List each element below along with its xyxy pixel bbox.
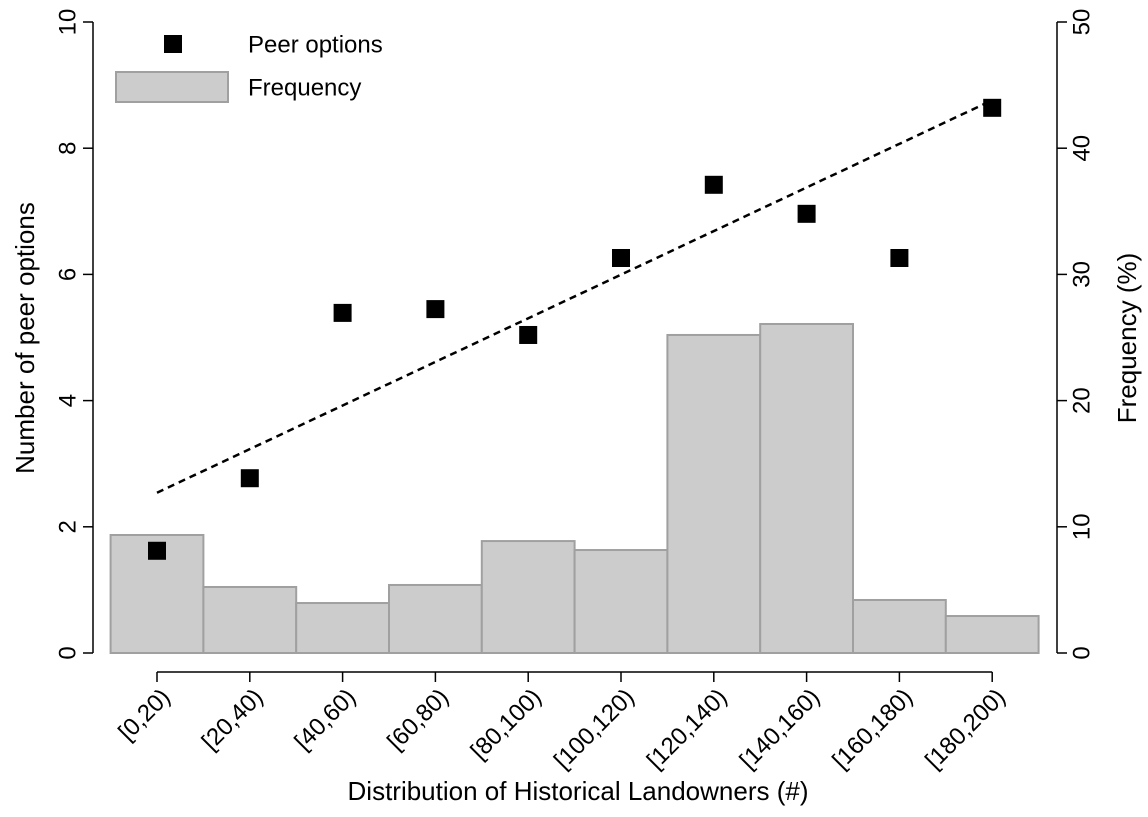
y-tick-label: 2: [54, 520, 81, 533]
point: [612, 248, 630, 267]
y-tick-label: 10: [54, 9, 81, 36]
y2-axis-title: Frequency (%): [1112, 253, 1142, 424]
bar: [480, 540, 576, 655]
legend-label: Frequency: [248, 74, 361, 101]
y2-tick-label: 10: [1068, 513, 1095, 540]
y2-tick-label: 30: [1068, 261, 1095, 288]
x-tick-label: [80,100): [466, 684, 547, 765]
y2-tick-label: 0: [1068, 646, 1095, 659]
y2-tick-label: 50: [1068, 9, 1095, 36]
point: [704, 175, 723, 194]
x-tick-label: [20,40): [197, 684, 269, 756]
x-tick-label: [180,200): [920, 684, 1011, 775]
y-axis-title: Number of peer options: [10, 202, 40, 474]
bar: [666, 333, 762, 654]
y2-tick-label: 40: [1068, 135, 1095, 162]
point: [333, 303, 352, 322]
x-tick-label: [40,60): [289, 684, 361, 756]
bar: [388, 583, 483, 655]
bar: [852, 598, 947, 654]
x-tick-label: [60,80): [382, 684, 454, 756]
bar: [759, 322, 855, 654]
bar: [202, 585, 298, 654]
x-tick-label: [120,140): [642, 684, 733, 775]
trend-line: [156, 99, 993, 494]
point: [240, 469, 259, 488]
point: [519, 325, 538, 344]
point: [148, 541, 166, 560]
legend-marker: [115, 71, 229, 103]
legend-marker: [164, 35, 182, 53]
point: [797, 204, 816, 223]
x-tick-label: [160,180): [827, 684, 918, 775]
y-tick-label: 8: [54, 142, 81, 155]
point: [983, 98, 1002, 117]
y2-tick-label: 20: [1068, 387, 1095, 414]
x-tick-label: [100,120): [549, 684, 640, 775]
x-axis-title: Distribution of Historical Landowners (#…: [348, 776, 809, 806]
bar: [944, 615, 1040, 654]
legend-label: Peer options: [248, 31, 383, 58]
x-tick-label: [0,20): [113, 684, 175, 746]
point: [426, 300, 445, 319]
bar: [295, 602, 391, 654]
y-tick-label: 6: [54, 268, 81, 281]
y-tick-label: 4: [54, 394, 81, 407]
x-tick-label: [140,160): [735, 684, 826, 775]
point: [890, 248, 909, 267]
y-tick-label: 0: [54, 646, 81, 659]
bar: [573, 549, 669, 655]
